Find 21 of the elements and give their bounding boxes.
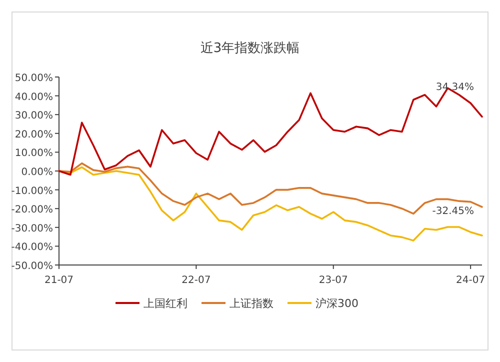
y-tick-label: -50.00%: [11, 261, 53, 272]
annotation: 34.34%: [436, 82, 474, 93]
y-tick-label: 0.00%: [21, 167, 53, 178]
y-tick-label: -20.00%: [11, 204, 53, 216]
annotation: -32.45%: [432, 206, 474, 217]
y-tick-label: 50.00%: [14, 73, 53, 84]
x-tick-label: 24-07: [456, 275, 486, 286]
x-tick-label: 22-07: [182, 275, 211, 286]
y-tick-label: 10.00%: [14, 148, 53, 160]
y-tick-label: 40.00%: [14, 92, 53, 103]
y-tick-label: -40.00%: [11, 242, 53, 254]
x-tick-label: 23-07: [318, 275, 348, 286]
chart-title: 近3年指数涨跌幅: [200, 41, 300, 56]
y-tick-label: -30.00%: [11, 223, 53, 234]
y-tick-label: 30.00%: [14, 110, 53, 122]
legend-label: 上国红利: [144, 297, 188, 310]
y-tick-label: 20.00%: [14, 129, 53, 140]
legend-label: 沪深300: [316, 297, 358, 310]
y-tick-label: -10.00%: [11, 186, 53, 197]
x-tick-label: 21-07: [44, 275, 74, 286]
legend-label: 上证指数: [230, 297, 274, 310]
